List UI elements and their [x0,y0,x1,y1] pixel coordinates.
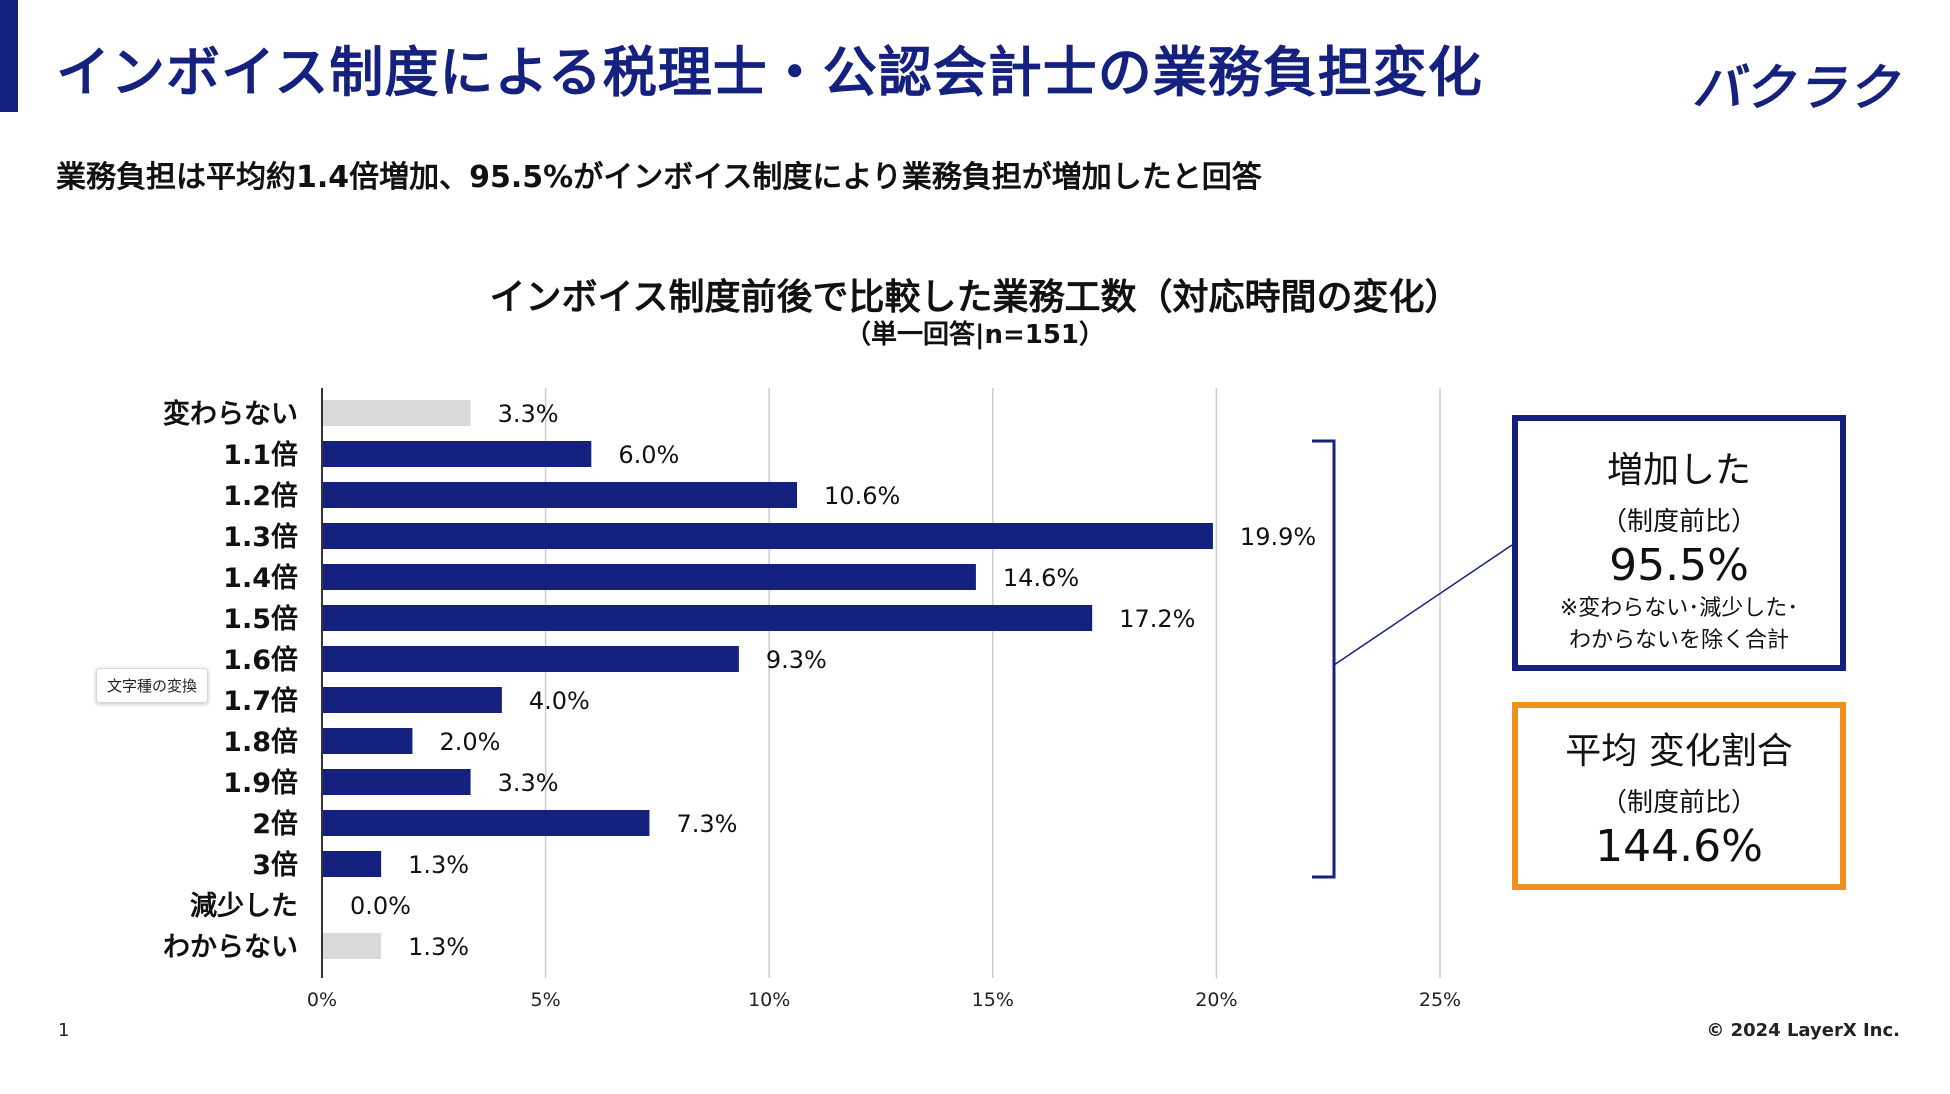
bar [323,687,502,713]
brand-logo: バクラク [1692,59,1900,117]
data-label: 14.6% [1003,564,1079,592]
category-label: 2倍 [252,808,298,840]
category-label: 3倍 [252,849,298,881]
category-label: 1.4倍 [223,562,298,594]
x-tick-label: 25% [1419,989,1461,1011]
increase-note: ※変わらない･減少した･ わからないを除く合計 [1518,593,1840,657]
bar [323,482,798,508]
data-label: 3.3% [498,400,559,428]
bar [323,523,1213,549]
bar [323,646,739,672]
category-label: 1.8倍 [223,726,298,758]
data-label: 3.3% [498,769,559,797]
bar [323,851,382,877]
data-label: 1.3% [408,933,469,961]
category-label: 減少した [190,891,298,922]
category-label: わからない [163,932,298,963]
header-accent-bar [0,0,18,112]
x-tick-label: 15% [972,989,1014,1011]
average-summary-box: 平均 変化割合 （制度前比） 144.6% [1512,702,1846,890]
increase-summary-box: 増加した （制度前比） 95.5% ※変わらない･減少した･ わからないを除く合… [1512,415,1846,671]
page-number: 1 [58,1020,70,1041]
data-label: 2.0% [439,728,500,756]
data-label: 0.0% [350,892,411,920]
average-value: 144.6% [1595,821,1763,872]
category-label: 1.7倍 [223,685,298,717]
x-tick-label: 20% [1195,989,1237,1011]
category-label: 1.6倍 [223,644,298,676]
category-label: 1.1倍 [223,439,298,471]
bar [323,933,382,959]
increase-note-line1: ※変わらない･減少した･ [1559,596,1799,621]
increase-subtitle: （制度前比） [1600,507,1757,537]
x-tick-label: 10% [748,989,790,1011]
bar [323,400,471,426]
category-label: 1.5倍 [223,603,298,635]
data-label: 6.0% [618,441,679,469]
data-label: 17.2% [1119,605,1195,633]
ime-tooltip: 文字種の変換 [96,668,209,703]
data-label: 7.3% [676,810,737,838]
x-tick-label: 0% [307,989,337,1011]
average-title: 平均 変化割合 [1565,731,1793,772]
copyright: © 2024 LayerX Inc. [1706,1020,1900,1041]
data-label: 10.6% [824,482,900,510]
page-title: インボイス制度による税理士・公認会計士の業務負担変化 [56,41,1483,104]
bar [323,564,976,590]
category-label: 1.9倍 [223,767,298,799]
category-label: 1.3倍 [223,521,298,553]
category-label: 1.2倍 [223,480,298,512]
x-tick-label: 5% [531,989,561,1011]
bracket-connector [1333,544,1513,666]
data-label: 1.3% [408,851,469,879]
increase-note-line2: わからないを除く合計 [1568,628,1789,653]
bar [323,605,1093,631]
chart-subtitle: （単一回答|n=151） [844,320,1106,350]
data-label: 9.3% [766,646,827,674]
page-subtitle: 業務負担は平均約1.4倍増加、95.5%がインボイス制度により業務負担が増加した… [56,160,1262,195]
increase-value: 95.5% [1609,540,1749,591]
bar [323,810,650,836]
bar [323,441,592,467]
category-label: 変わらない [163,398,298,430]
data-label: 4.0% [529,687,590,715]
chart-title: インボイス制度前後で比較した業務工数（対応時間の変化） [489,277,1461,318]
increase-title: 増加した [1606,450,1751,491]
data-label: 19.9% [1240,523,1316,551]
bar [323,769,471,795]
average-subtitle: （制度前比） [1600,788,1757,818]
bar [323,728,413,754]
increase-bracket [1312,439,1336,879]
